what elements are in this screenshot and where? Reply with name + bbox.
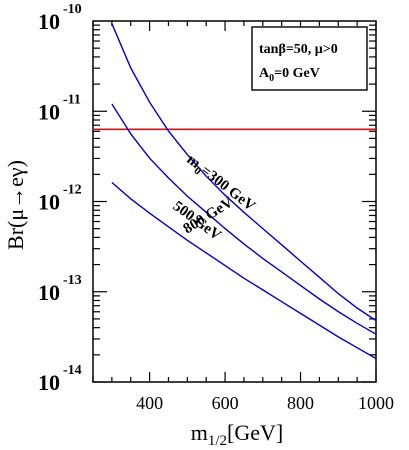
curve-series-1	[111, 23, 377, 322]
y-tick-label: 10 -14	[38, 363, 82, 395]
axis-ticks	[92, 21, 377, 383]
curve-series-3	[111, 181, 377, 360]
y-tick-label: 10 -13	[38, 273, 82, 305]
curve-series-2	[111, 103, 377, 335]
x-axis-title: m1/2[GeV]	[191, 420, 284, 449]
x-tick-labels: 400 600 800 1000	[136, 393, 394, 413]
legend: tanβ=50, μ>0 A0=0 GeV	[251, 26, 368, 91]
legend-line-2: A0=0 GeV	[259, 66, 320, 84]
y-tick-label: 10 -12	[38, 183, 82, 215]
x-tick-label: 600	[212, 393, 239, 413]
legend-line-1: tanβ=50, μ>0	[259, 42, 338, 57]
curves	[111, 23, 377, 360]
y-tick-labels: 10-10 10-11 10-12 10-13 10-14	[38, 2, 82, 395]
x-tick-label: 400	[136, 393, 163, 413]
x-tick-label: 1000	[358, 393, 394, 413]
y-tick-label: 10 -10	[38, 2, 82, 34]
y-axis-title: Br(μ→eγ)	[3, 160, 28, 250]
legend-box	[251, 26, 368, 91]
x-tick-label: 800	[287, 393, 314, 413]
y-tick-label: 10 -11	[38, 92, 81, 124]
